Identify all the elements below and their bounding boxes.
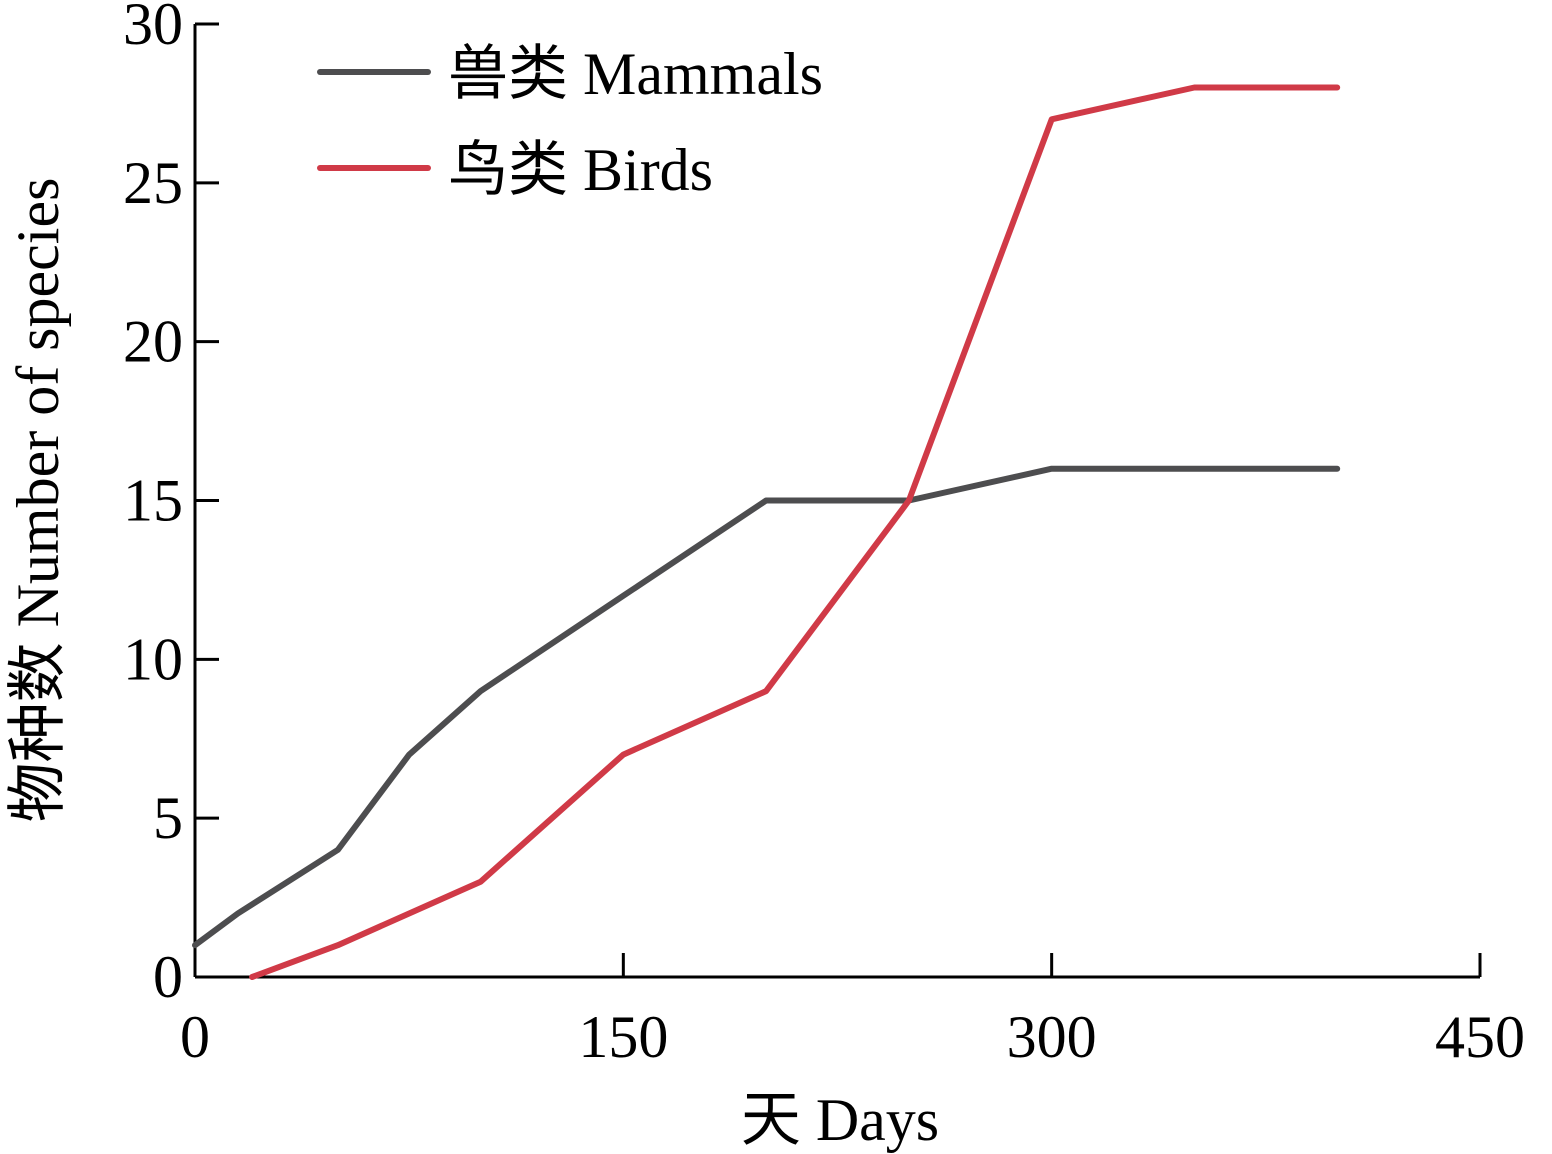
y-tick-label: 5 bbox=[153, 785, 183, 851]
y-tick-label: 10 bbox=[123, 626, 183, 692]
series-lines bbox=[192, 84, 1341, 980]
y-tick-label: 25 bbox=[123, 150, 183, 216]
legend-label: 鸟类 Birds bbox=[448, 137, 713, 203]
ticks: 0 150 300 450 0 5 10 15 20 25 30 bbox=[123, 0, 1525, 1070]
y-tick-label: 30 bbox=[123, 0, 183, 57]
x-tick-label: 450 bbox=[1435, 1004, 1525, 1070]
x-tick-label: 300 bbox=[1007, 1004, 1097, 1070]
y-tick-label: 20 bbox=[123, 309, 183, 375]
y-axis-title: 物种数 Number of species bbox=[5, 178, 71, 823]
y-tick-label: 15 bbox=[123, 468, 183, 534]
x-axis-title: 天 Days bbox=[741, 1087, 939, 1153]
x-tick-label: 0 bbox=[180, 1004, 210, 1070]
y-tick-label: 0 bbox=[153, 944, 183, 1010]
series-line-mammals bbox=[192, 465, 1341, 949]
x-tick-label: 150 bbox=[578, 1004, 668, 1070]
legend: 兽类 Mammals 鸟类 Birds bbox=[317, 41, 823, 203]
series-line-birds bbox=[249, 84, 1341, 980]
legend-label: 兽类 Mammals bbox=[448, 41, 823, 107]
